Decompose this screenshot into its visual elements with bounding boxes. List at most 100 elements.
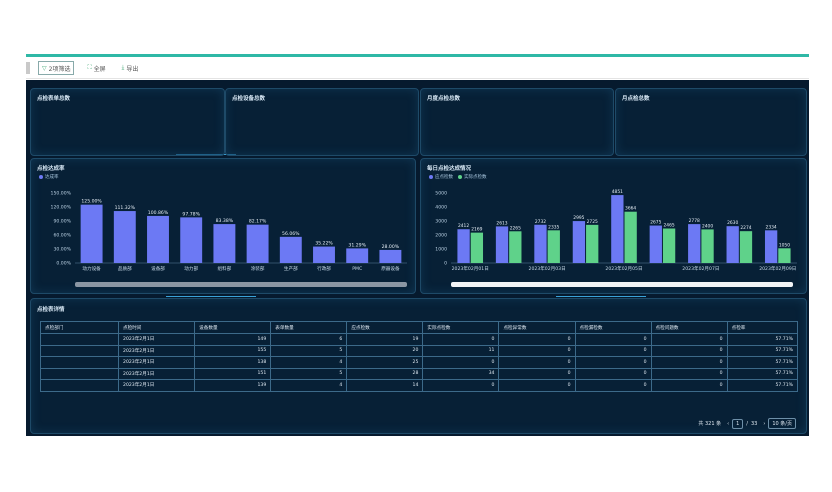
- toolbar: ▽ 2项筛选 ⛶ 全屏 ⤓ 导出: [26, 58, 809, 79]
- stat-card-title: 点检表单总数: [37, 96, 71, 102]
- pager-current-input[interactable]: 1: [732, 418, 744, 429]
- col-header: 应点检数: [346, 321, 424, 334]
- bar-value-label: 4851: [612, 189, 623, 195]
- plan-bar: [572, 221, 586, 263]
- table-header-row: 点检部门 点检时间 设备数量 表单数量 应点检数 实际点检数 点检异常数 点检漏…: [39, 321, 799, 334]
- fullscreen-label: 全屏: [93, 65, 106, 73]
- plan-bar: [457, 229, 470, 263]
- table-cell: 0: [422, 379, 500, 392]
- x-tick-label: 行政部: [317, 265, 331, 272]
- daily-chart-legend: 应点检数 实际点检数: [429, 174, 487, 180]
- actual-bar: [586, 224, 599, 263]
- table-row: 2023年2月1日 155 5 20 11 0 0 0 57.71%: [39, 344, 799, 357]
- fullscreen-icon: ⛶: [87, 64, 92, 71]
- bar-value-label: 2412: [458, 223, 469, 229]
- fullscreen-button[interactable]: ⛶ 全屏: [84, 62, 108, 74]
- rate-bar: [346, 248, 369, 263]
- table-cell: 2023年2月1日: [118, 367, 196, 380]
- legend-actual-label: 实际点检数: [464, 175, 487, 180]
- table-cell: 0: [574, 333, 652, 346]
- y-tick-label: 30.00%: [53, 247, 71, 253]
- table-cell: 19: [346, 333, 424, 346]
- decor-line: [556, 296, 646, 297]
- detail-title: 点检表详情: [37, 307, 65, 313]
- detail-table: 点检部门 点检时间 设备数量 表单数量 应点检数 实际点检数 点检异常数 点检漏…: [39, 321, 799, 392]
- table-cell: 155: [194, 344, 272, 357]
- table-cell: 11: [422, 344, 500, 357]
- legend-dot-actual: [458, 175, 462, 179]
- pager-prev-icon[interactable]: ‹: [727, 420, 730, 427]
- pager-pages: 33: [750, 420, 758, 427]
- rate-bar: [180, 217, 203, 263]
- bar-value-label: 97.78%: [182, 211, 200, 217]
- bar-value-label: 2465: [664, 222, 675, 228]
- rate-bar: [213, 224, 236, 263]
- stat-card-title: 月度点检总数: [427, 96, 461, 102]
- table-row: 2023年2月1日 151 5 28 34 0 0 0 57.71%: [39, 367, 799, 380]
- table-cell: 149: [194, 333, 272, 346]
- x-tick-label: 设备部: [151, 265, 165, 272]
- bar-value-label: 2675: [650, 220, 661, 226]
- x-tick-label: 生产部: [284, 265, 298, 272]
- bar-value-label: 2274: [740, 225, 751, 231]
- table-row: 2023年2月1日 149 6 19 0 0 0 0 57.71%: [39, 333, 799, 346]
- table-cell: 0: [498, 367, 576, 380]
- y-tick-label: 90.00%: [53, 219, 71, 225]
- y-tick-label: 5000: [435, 191, 447, 197]
- y-tick-label: 150.00%: [51, 191, 72, 197]
- top-accent-bar: [26, 54, 809, 57]
- rate-bar: [313, 246, 335, 263]
- bar-value-label: 2630: [727, 220, 738, 226]
- table-cell: 0: [650, 367, 728, 380]
- plan-bar: [495, 226, 509, 263]
- col-header: 表单数量: [270, 321, 348, 334]
- plan-bar: [764, 230, 778, 263]
- bar-value-label: 83.38%: [216, 218, 234, 224]
- filter-icon: ▽: [42, 64, 47, 72]
- x-tick-label: 原器设备: [381, 265, 400, 272]
- table-cell: 151: [194, 367, 272, 380]
- y-tick-label: 1000: [435, 247, 447, 253]
- rate-chart-scrollbar[interactable]: [75, 282, 407, 287]
- table-cell: 0: [422, 356, 500, 369]
- table-row: 2023年2月1日 139 4 14 0 0 0 0 57.71%: [39, 379, 799, 392]
- x-tick-label: 动力部: [184, 265, 198, 272]
- col-header: 点检时间: [118, 321, 196, 334]
- plan-bar: [649, 225, 662, 263]
- col-header: 点检率: [726, 321, 799, 334]
- x-tick-label: 动力设备: [82, 265, 101, 272]
- table-cell: 0: [498, 356, 576, 369]
- table-cell: 139: [194, 379, 272, 392]
- rate-chart-legend: 达成率: [39, 174, 59, 180]
- filter-button[interactable]: ▽ 2项筛选: [38, 61, 75, 75]
- actual-bar: [509, 231, 522, 263]
- bar-value-label: 3664: [625, 206, 636, 212]
- bar-value-label: 2613: [496, 220, 507, 226]
- col-header: 点检漏检数: [574, 321, 652, 334]
- table-cell: 57.71%: [726, 379, 799, 392]
- x-tick-label: 2023年02月07日: [682, 265, 719, 272]
- export-button[interactable]: ⤓ 导出: [119, 62, 142, 74]
- bar-value-label: 2400: [702, 223, 713, 229]
- rate-bar: [113, 211, 136, 263]
- rate-legend-label: 达成率: [45, 175, 59, 180]
- rate-chart: 150.00% 120.00% 90.00% 60.00% 30.00% 0.00% 125…: [51, 191, 407, 272]
- col-header: 设备数量: [194, 321, 272, 334]
- pager-size-select[interactable]: 10 条/页: [768, 418, 796, 429]
- dashboard: 点检表单总数 点检设备总数 月度点检总数 月点检总数 点检达成率 达成率 150…: [26, 80, 809, 436]
- pager-next-icon[interactable]: ›: [763, 420, 766, 427]
- bar-value-label: 1050: [779, 242, 790, 248]
- bar-value-label: 2169: [471, 227, 482, 233]
- bar-value-label: 2995: [573, 215, 584, 221]
- table-cell: 0: [574, 344, 652, 357]
- table-cell: 5: [270, 367, 348, 380]
- pager-total: 共 321 条: [698, 421, 722, 427]
- table-cell: 0: [498, 344, 576, 357]
- daily-chart-scrollbar[interactable]: [451, 282, 793, 287]
- table-cell: 57.71%: [726, 356, 799, 369]
- plan-bar: [534, 224, 547, 263]
- table-cell: 14: [346, 379, 424, 392]
- legend-dot-plan: [429, 175, 433, 179]
- table-cell: 0: [650, 344, 728, 357]
